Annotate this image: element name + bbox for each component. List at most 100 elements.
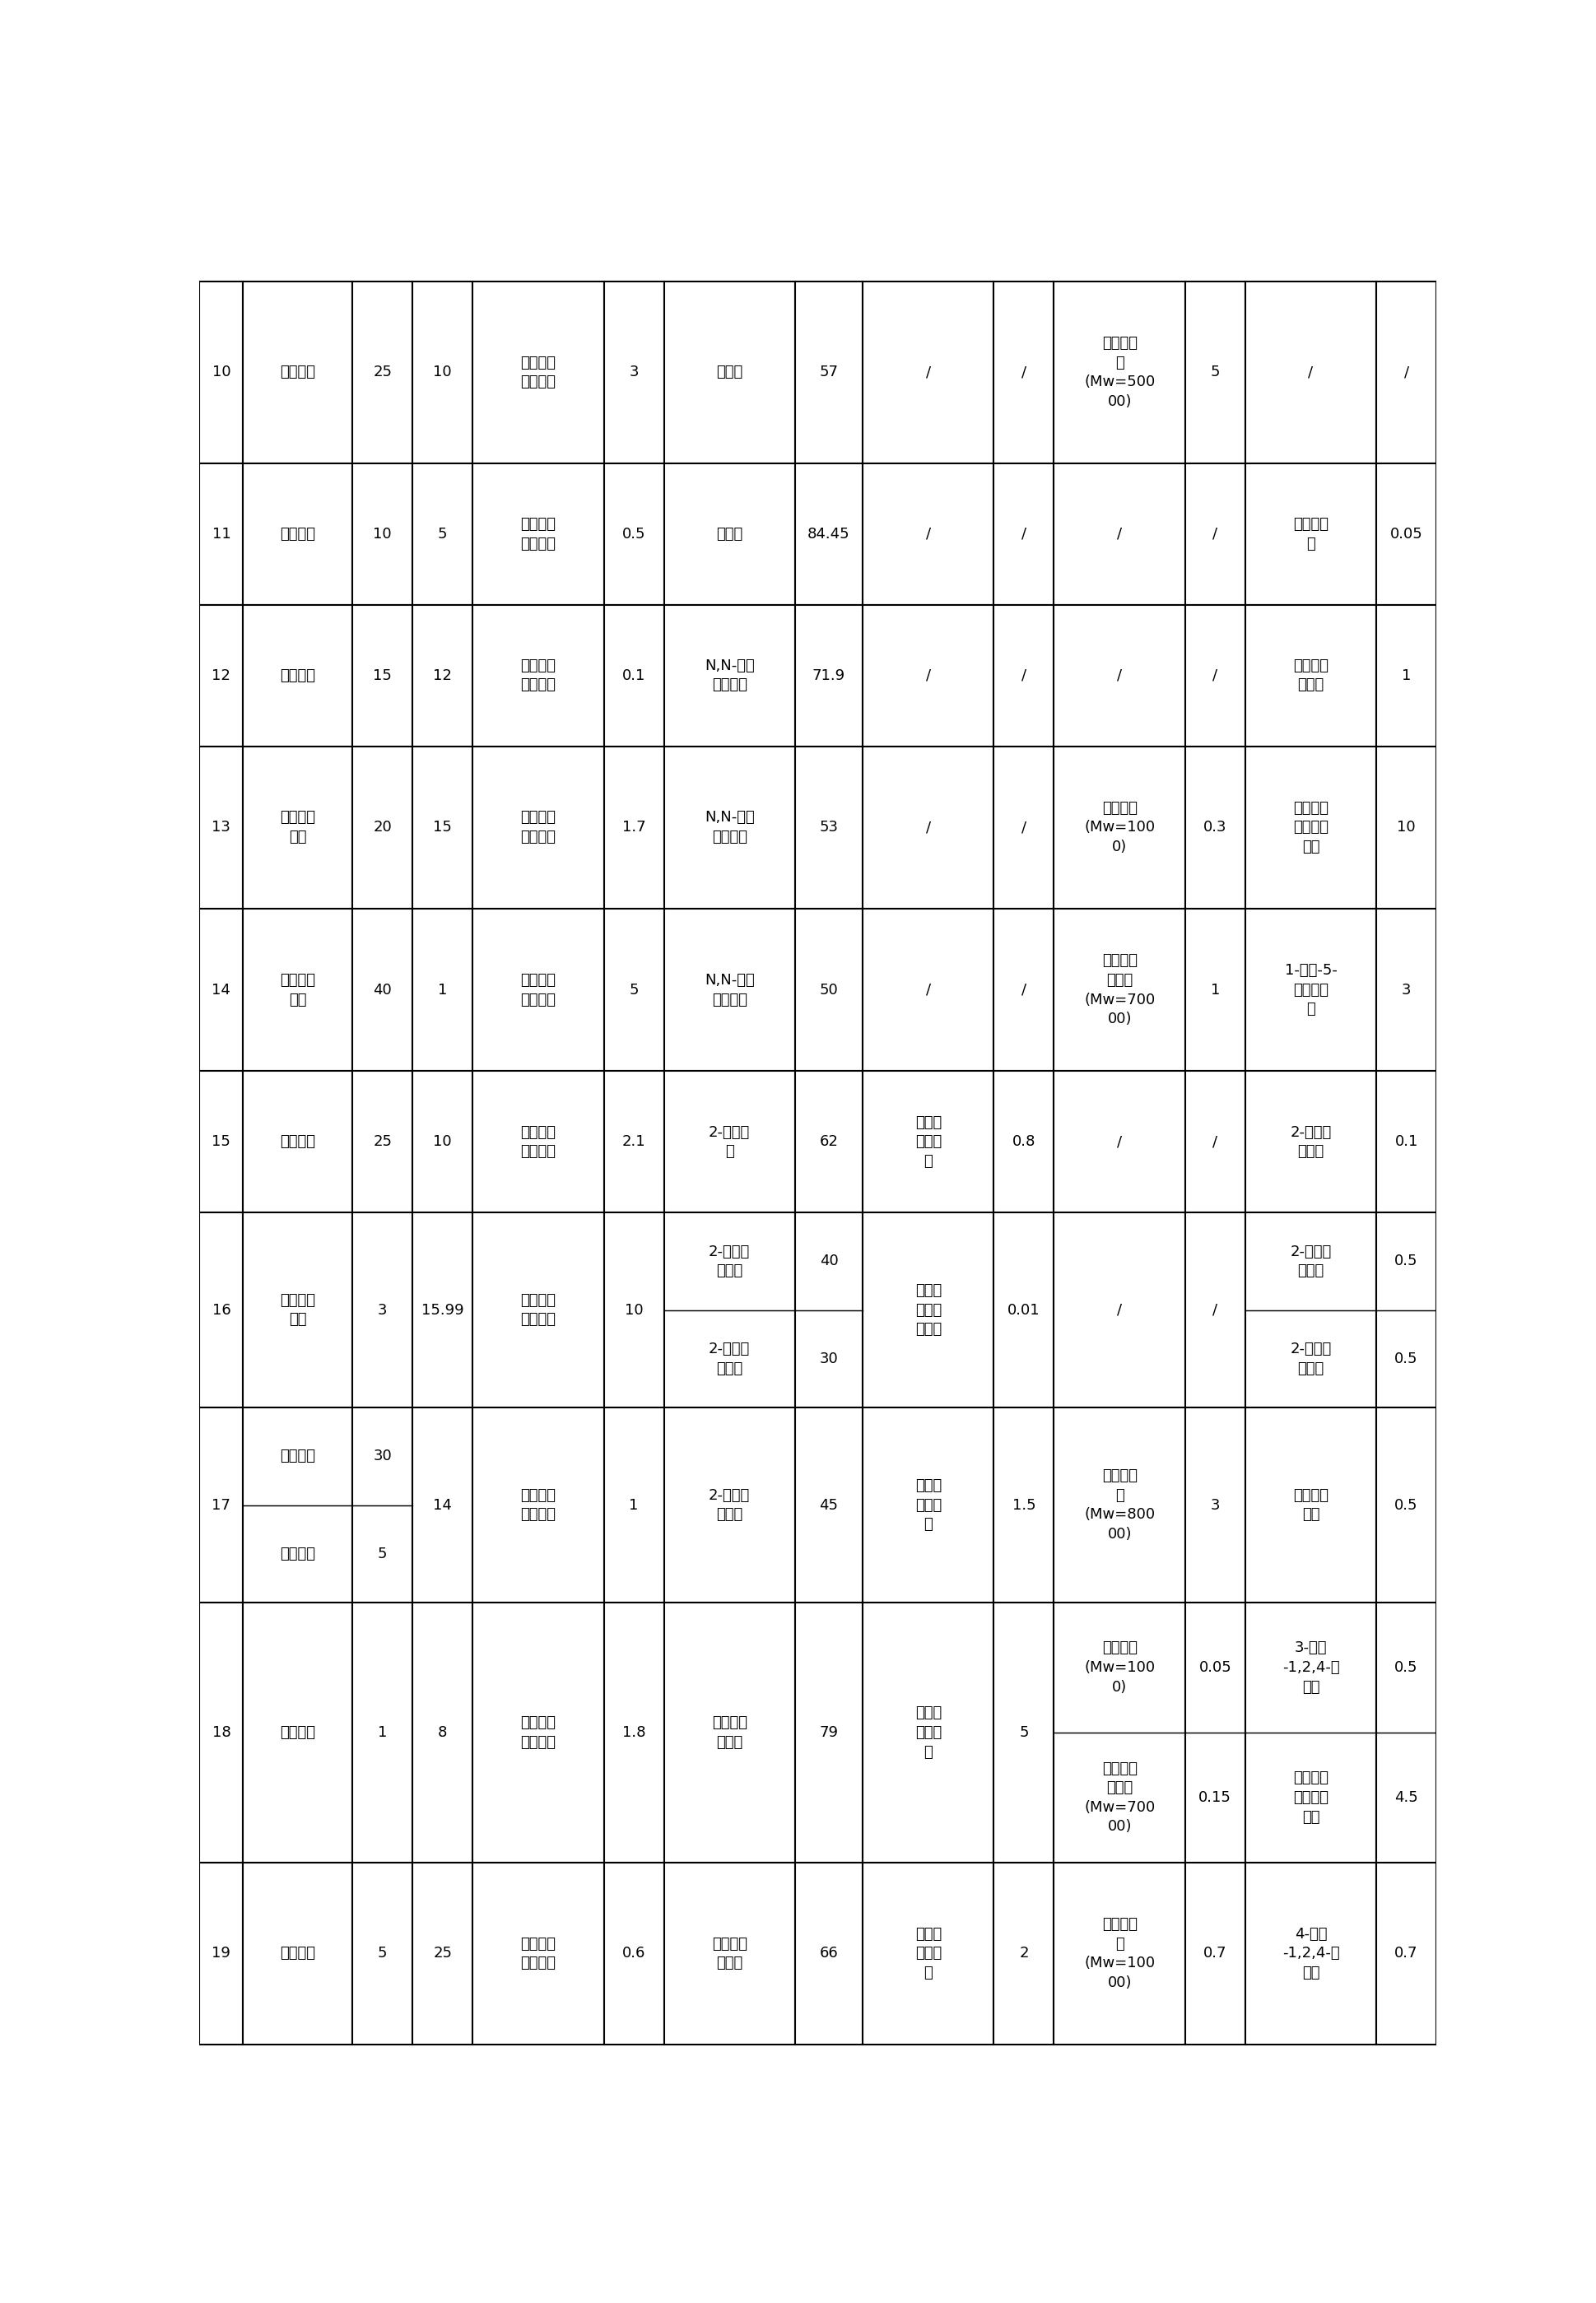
Bar — [413, 281, 472, 463]
Bar — [795, 1863, 863, 2045]
Text: /: / — [1213, 668, 1218, 684]
Bar — [413, 746, 472, 910]
Text: 14: 14 — [212, 983, 231, 997]
Bar — [413, 463, 472, 606]
Bar — [353, 1863, 413, 2045]
Text: 2-巯基苯
并咪唑: 2-巯基苯 并咪唑 — [1290, 1124, 1331, 1158]
Bar — [1245, 1407, 1376, 1603]
Bar — [1053, 1407, 1186, 1603]
Text: 0.1: 0.1 — [622, 668, 645, 684]
Text: 聚氧乙烯
醚
(Mw=800
00): 聚氧乙烯 醚 (Mw=800 00) — [1084, 1469, 1156, 1541]
Bar — [243, 746, 353, 910]
Bar — [664, 746, 795, 910]
Text: 2.1: 2.1 — [622, 1135, 646, 1149]
Bar — [1053, 910, 1186, 1071]
Text: 10: 10 — [433, 1135, 452, 1149]
Text: 12: 12 — [212, 668, 231, 684]
Bar — [603, 1603, 664, 1863]
Bar — [353, 606, 413, 746]
Bar — [472, 1863, 603, 2045]
Text: 57: 57 — [819, 364, 838, 380]
Bar — [1245, 281, 1376, 463]
Text: 聚乙烯吡
咯烷酮
(Mw=700
00): 聚乙烯吡 咯烷酮 (Mw=700 00) — [1084, 953, 1156, 1027]
Text: 0.5: 0.5 — [1395, 1497, 1419, 1513]
Bar — [603, 746, 664, 910]
Text: 2-巯基苯
并噁唑: 2-巯基苯 并噁唑 — [1290, 1343, 1331, 1375]
Bar — [472, 1214, 603, 1407]
Text: /: / — [1021, 820, 1026, 836]
Text: 三乙醇胺: 三乙醇胺 — [281, 1725, 316, 1741]
Bar — [1186, 1214, 1245, 1407]
Text: 10: 10 — [373, 527, 393, 541]
Text: 11: 11 — [212, 527, 231, 541]
Text: 15: 15 — [212, 1135, 231, 1149]
Text: 3-氨基
-1,2,4-三
氮唑: 3-氨基 -1,2,4-三 氮唑 — [1282, 1640, 1339, 1695]
Bar — [1245, 1071, 1376, 1214]
Bar — [1376, 746, 1436, 910]
Text: 71.9: 71.9 — [812, 668, 846, 684]
Text: 0.5: 0.5 — [1395, 1660, 1419, 1674]
Bar — [603, 1407, 664, 1603]
Bar — [1245, 910, 1376, 1071]
Text: 3: 3 — [629, 364, 638, 380]
Text: 二乙醇胺: 二乙醇胺 — [281, 364, 316, 380]
Text: 异丙醇胺: 异丙醇胺 — [281, 668, 316, 684]
Text: 四甲基
氢氧化
铵: 四甲基 氢氧化 铵 — [915, 1479, 942, 1531]
Text: 甲酰胺: 甲酰胺 — [717, 364, 742, 380]
Text: 4-氨基
-1,2,4-三
氮唑: 4-氨基 -1,2,4-三 氮唑 — [1282, 1928, 1339, 1981]
Bar — [243, 1603, 353, 1863]
Text: 环己六醇
六磷酸铵: 环己六醇 六磷酸铵 — [520, 659, 555, 693]
Bar — [353, 746, 413, 910]
Text: /: / — [1404, 364, 1409, 380]
Text: 聚氧乙烯
醚
(Mw=100
00): 聚氧乙烯 醚 (Mw=100 00) — [1084, 1916, 1156, 1990]
Bar — [1186, 746, 1245, 910]
Text: 1-苯基-5-
巯基四氮
唑: 1-苯基-5- 巯基四氮 唑 — [1285, 963, 1337, 1018]
Bar — [795, 1071, 863, 1214]
Text: /: / — [926, 527, 930, 541]
Bar — [472, 606, 603, 746]
Bar — [603, 606, 664, 746]
Text: /: / — [1021, 364, 1026, 380]
Bar — [353, 281, 413, 463]
Text: 环己六醇
三磷酸酯: 环己六醇 三磷酸酯 — [520, 1124, 555, 1158]
Bar — [1245, 1214, 1376, 1407]
Text: /: / — [926, 364, 930, 380]
Bar — [243, 606, 353, 746]
Bar — [603, 1071, 664, 1214]
Bar — [353, 463, 413, 606]
Bar — [994, 606, 1053, 746]
Bar — [863, 1863, 994, 2045]
Text: N,N-二乙
基甲酰胺: N,N-二乙 基甲酰胺 — [704, 811, 755, 845]
Bar — [795, 1603, 863, 1863]
Bar — [1376, 1863, 1436, 2045]
Text: /: / — [1117, 1303, 1122, 1317]
Bar — [1053, 1214, 1186, 1407]
Bar — [243, 281, 353, 463]
Text: 0.5: 0.5 — [1395, 1253, 1419, 1269]
Bar — [664, 463, 795, 606]
Bar — [664, 1071, 795, 1214]
Text: 25: 25 — [373, 1135, 393, 1149]
Text: 0.05: 0.05 — [1390, 527, 1422, 541]
Text: 二乙二醇
单乙醚: 二乙二醇 单乙醚 — [712, 1937, 747, 1971]
Text: 环己六醇
五磷酸酯: 环己六醇 五磷酸酯 — [520, 1488, 555, 1522]
Text: 2-甲基吡
咯烷酮: 2-甲基吡 咯烷酮 — [709, 1244, 750, 1278]
Bar — [353, 1407, 413, 1603]
Text: 14: 14 — [433, 1497, 452, 1513]
Bar — [863, 1214, 994, 1407]
Bar — [994, 1863, 1053, 2045]
Text: 2-乙基吡
咯烷酮: 2-乙基吡 咯烷酮 — [709, 1488, 750, 1522]
Text: 二甲基乙
醇胺: 二甲基乙 醇胺 — [281, 972, 316, 1006]
Bar — [863, 281, 994, 463]
Text: 0.5: 0.5 — [1395, 1352, 1419, 1366]
Bar — [472, 281, 603, 463]
Bar — [795, 746, 863, 910]
Text: 1: 1 — [1401, 668, 1411, 684]
Bar — [795, 281, 863, 463]
Text: /: / — [1213, 527, 1218, 541]
Text: 环己六醇
一磷酸酯: 环己六醇 一磷酸酯 — [520, 811, 555, 845]
Text: 1: 1 — [437, 983, 447, 997]
Bar — [413, 1071, 472, 1214]
Bar — [1186, 463, 1245, 606]
Bar — [1053, 606, 1186, 746]
